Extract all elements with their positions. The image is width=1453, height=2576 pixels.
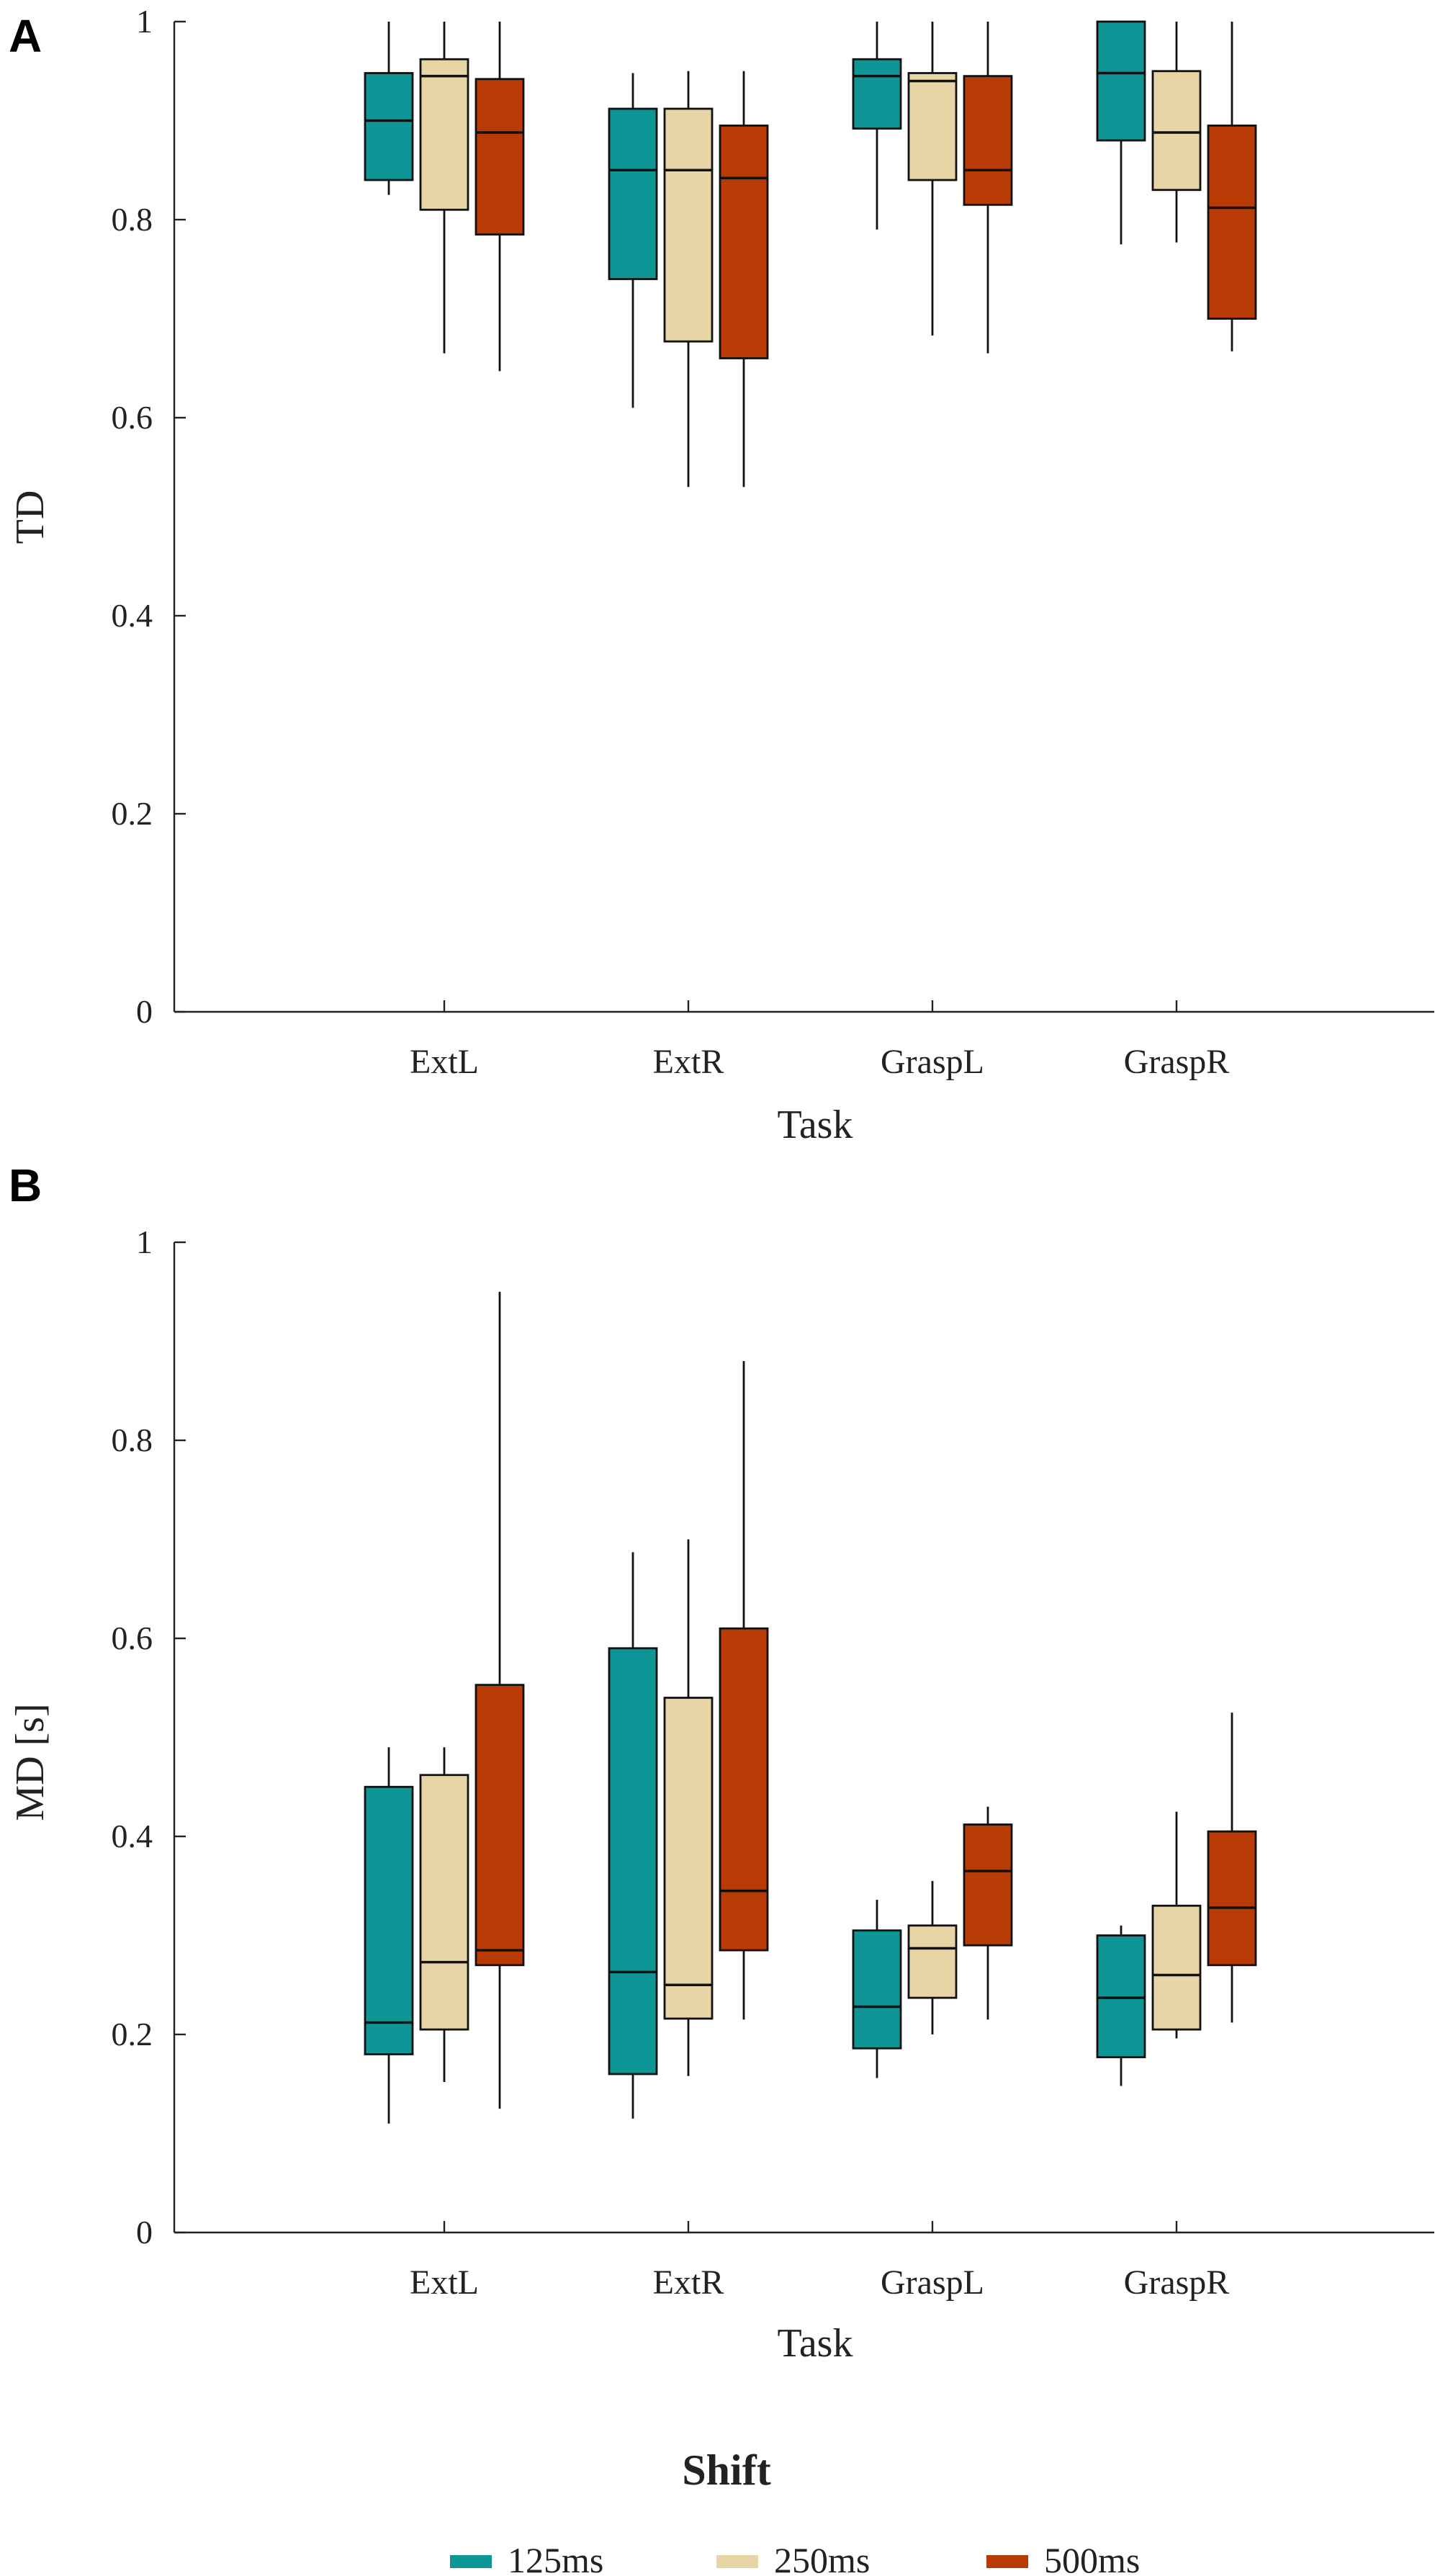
x-tick-label-graspl: GraspL [881,1043,984,1081]
x-axis-title: Task [778,1103,853,1147]
box-extl-125ms [364,1747,414,2124]
box-iqr [474,1684,525,1967]
y-tick-label: 0.2 [112,795,153,832]
box-iqr [1207,124,1257,320]
box-iqr [852,58,902,130]
x-axis-title: Task [778,2321,853,2366]
box-iqr [608,1647,658,2075]
x-tick-label-extr: ExtR [653,2263,724,2302]
box-iqr [963,1823,1013,1947]
y-tick-label: 0 [136,993,153,1030]
box-extl-500ms [474,22,525,372]
box-extr-500ms [719,1361,769,2020]
box-iqr [419,58,469,211]
legend-swatch-250ms [716,2555,758,2568]
box-graspr-250ms [1151,1811,1202,2039]
box-iqr [907,1924,958,1999]
box-iqr [1096,20,1146,142]
y-tick-label: 0.2 [112,2016,153,2052]
panel-letter: B [9,1159,42,1211]
box-iqr [474,78,525,236]
x-tick-label-graspl: GraspL [881,2263,984,2302]
box-extl-250ms [419,22,469,354]
y-tick-label: 1 [136,3,153,40]
box-extl-250ms [419,1747,469,2082]
y-axis-title: TD [8,490,53,544]
box-extl-500ms [474,1291,525,2109]
box-extr-125ms [608,73,658,408]
x-tick-label-graspr: GraspR [1124,1043,1230,1081]
y-axis-title: MD [s] [8,1703,53,1821]
box-iqr [719,124,769,359]
box-extl-125ms [364,22,414,195]
box-iqr [1151,70,1202,192]
box-iqr [852,1929,902,2050]
legend: Shift 125ms 250ms 500ms [450,2446,1140,2576]
panel-b: B 0 0.2 0.4 0.6 0.8 1 ExtL ExtR GraspL GraspR Task M… [8,1159,1434,2366]
legend-label-500ms: 500ms [1044,2540,1140,2576]
y-tick-label: 0.6 [112,399,153,436]
y-tick-label: 0.4 [112,597,153,634]
y-tick-label: 0.8 [112,1422,153,1458]
box-iqr [719,1627,769,1952]
box-extr-250ms [663,71,714,488]
legend-label-250ms: 250ms [774,2540,870,2576]
box-iqr [1096,1934,1146,2059]
box-graspl-500ms [963,1806,1013,2020]
legend-title: Shift [682,2446,770,2494]
x-tick-label-extr: ExtR [653,1043,724,1081]
box-graspr-500ms [1207,22,1257,351]
legend-swatch-125ms [450,2555,492,2568]
box-iqr [419,1774,469,2031]
box-iqr [907,72,958,181]
x-tick-label-extl: ExtL [410,1043,479,1081]
box-iqr [1207,1830,1257,1967]
box-iqr [663,1697,714,2020]
y-tick-label: 0 [136,2214,153,2250]
box-extr-500ms [719,71,769,488]
box-graspl-250ms [907,22,958,336]
box-iqr [364,72,414,181]
box-extr-125ms [608,1552,658,2119]
y-tick-label: 0.4 [112,1818,153,1854]
panel-letter: A [9,10,42,62]
box-extr-250ms [663,1539,714,2076]
x-tick-label-extl: ExtL [410,2263,479,2302]
box-iqr [364,1785,414,2055]
y-tick-label: 0.6 [112,1620,153,1656]
box-graspl-500ms [963,22,1013,354]
box-iqr [963,75,1013,206]
legend-label-125ms: 125ms [508,2540,603,2576]
box-graspr-125ms [1096,20,1146,245]
box-graspr-125ms [1096,1925,1146,2086]
box-graspl-125ms [852,1900,902,2078]
box-iqr [608,107,658,280]
legend-swatch-500ms [986,2555,1028,2568]
y-tick-label: 1 [136,1224,153,1260]
box-graspl-125ms [852,22,902,230]
box-iqr [1151,1904,1202,2031]
panel-a: A 0 0.2 0.4 0.6 0.8 1 ExtL ExtR GraspL GraspR Task T… [8,3,1434,1147]
box-graspr-500ms [1207,1713,1257,2023]
x-tick-label-graspr: GraspR [1124,2263,1230,2302]
y-tick-label: 0.8 [112,201,153,238]
box-graspr-250ms [1151,22,1202,243]
box-iqr [663,107,714,343]
box-graspl-250ms [907,1880,958,2034]
